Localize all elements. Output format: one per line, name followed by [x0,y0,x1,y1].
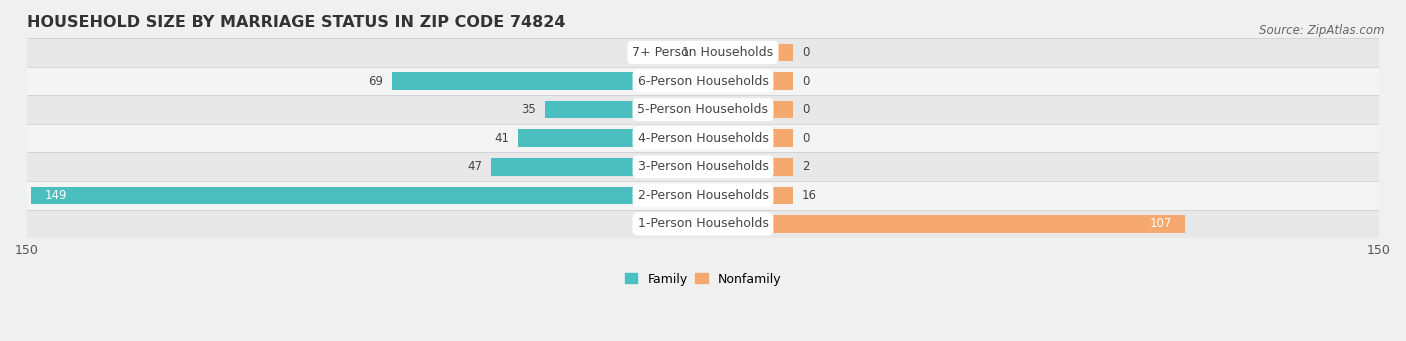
Text: 4-Person Households: 4-Person Households [637,132,769,145]
Text: 0: 0 [803,46,810,59]
Text: 1: 1 [682,46,689,59]
Text: 69: 69 [368,74,382,88]
Bar [703,158,793,176]
Text: 5-Person Households: 5-Person Households [637,103,769,116]
Bar [519,129,703,147]
Text: 16: 16 [803,189,817,202]
Text: 2: 2 [803,160,810,173]
Text: 0: 0 [803,74,810,88]
Text: 47: 47 [467,160,482,173]
Text: 0: 0 [803,103,810,116]
Bar [31,187,703,204]
Text: 6-Person Households: 6-Person Households [637,74,769,88]
Legend: Family, Nonfamily: Family, Nonfamily [623,270,783,288]
Bar [27,38,1379,67]
Bar [546,101,703,118]
Bar [392,72,703,90]
Text: 107: 107 [1149,218,1171,231]
Bar [27,152,1379,181]
Bar [703,44,793,61]
Text: 41: 41 [494,132,509,145]
Bar [491,158,703,176]
Bar [703,187,793,204]
Bar [27,67,1379,95]
Bar [27,124,1379,152]
Text: 35: 35 [522,103,536,116]
Text: Source: ZipAtlas.com: Source: ZipAtlas.com [1260,24,1385,37]
Text: 1-Person Households: 1-Person Households [637,218,769,231]
Bar [703,129,793,147]
Bar [27,210,1379,238]
Text: 2-Person Households: 2-Person Households [637,189,769,202]
Bar [27,95,1379,124]
Text: 3-Person Households: 3-Person Households [637,160,769,173]
Bar [703,72,793,90]
Text: 149: 149 [45,189,67,202]
Bar [703,215,1185,233]
Bar [699,44,703,61]
Text: HOUSEHOLD SIZE BY MARRIAGE STATUS IN ZIP CODE 74824: HOUSEHOLD SIZE BY MARRIAGE STATUS IN ZIP… [27,15,565,30]
Bar [703,101,793,118]
Text: 0: 0 [803,132,810,145]
Text: 7+ Person Households: 7+ Person Households [633,46,773,59]
Bar [27,181,1379,210]
